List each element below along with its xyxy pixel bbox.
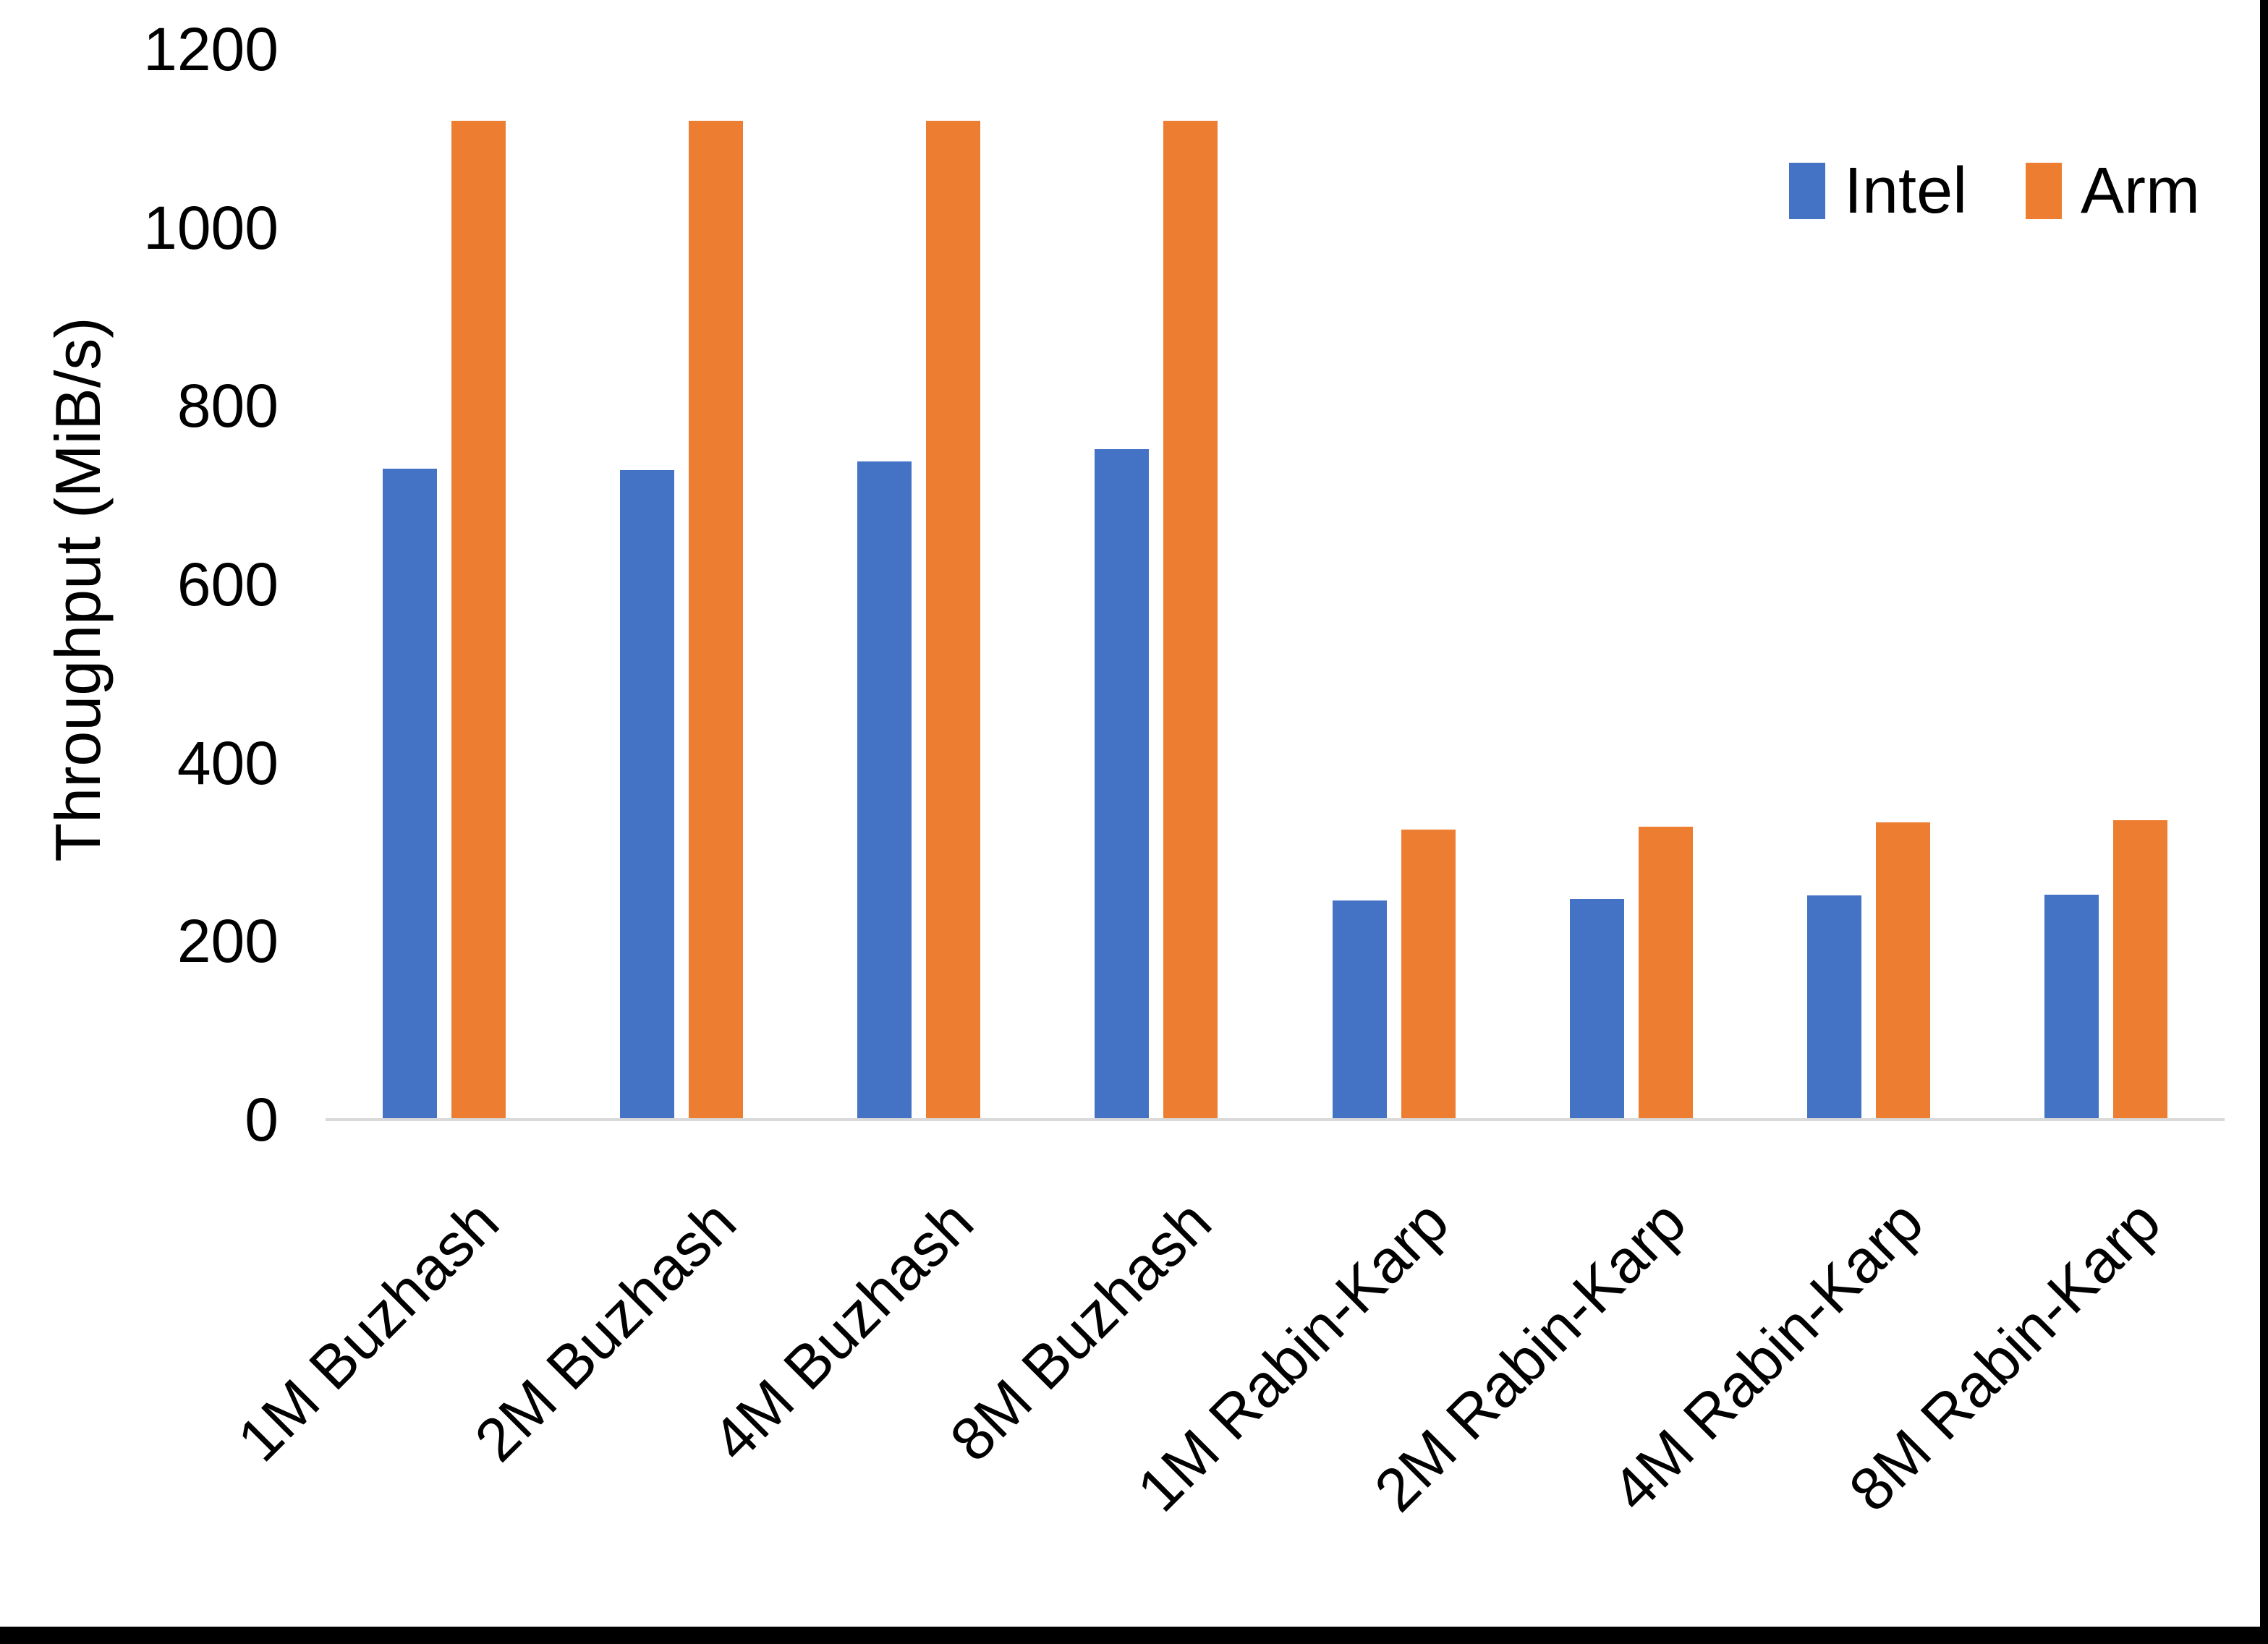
y-tick-label-200: 200 [177, 907, 279, 976]
window-border-right [2260, 0, 2268, 1644]
x-axis-line [326, 1118, 2225, 1121]
bar-intel-2m-rabin-karp [1569, 899, 1624, 1120]
bar-intel-8m-rabin-karp [2044, 895, 2099, 1120]
y-tick-label-1200: 1200 [143, 15, 279, 83]
bar-intel-8m-buzhash [1095, 448, 1150, 1120]
y-tick-label-400: 400 [177, 728, 279, 797]
legend-label-intel: Intel [1844, 155, 1968, 227]
legend-label-arm: Arm [2081, 155, 2200, 227]
legend-item-arm: Arm [2026, 158, 2200, 223]
y-tick-label-800: 800 [177, 372, 279, 440]
bar-arm-1m-rabin-karp [1401, 830, 1456, 1120]
bar-intel-4m-buzhash [857, 461, 912, 1120]
y-tick-label-0: 0 [245, 1086, 279, 1154]
window-border-bottom [0, 1627, 2268, 1644]
y-tick-label-600: 600 [177, 550, 279, 618]
legend-item-intel: Intel [1789, 158, 1967, 223]
bar-intel-4m-rabin-karp [1806, 895, 1861, 1120]
bar-arm-4m-rabin-karp [1875, 822, 1930, 1120]
bar-arm-2m-buzhash [689, 120, 744, 1120]
bar-arm-8m-buzhash [1163, 120, 1218, 1120]
legend-swatch-arm [2026, 163, 2062, 219]
legend-swatch-intel [1789, 163, 1825, 219]
bar-intel-1m-buzhash [383, 468, 438, 1120]
bar-arm-1m-buzhash [451, 120, 506, 1120]
y-tick-label-1000: 1000 [143, 193, 279, 262]
bar-intel-2m-buzhash [620, 470, 675, 1120]
bar-arm-4m-buzhash [926, 120, 981, 1120]
plot-area [326, 49, 2225, 1120]
bar-arm-2m-rabin-karp [1638, 827, 1693, 1120]
bar-intel-1m-rabin-karp [1332, 900, 1387, 1120]
bar-arm-8m-rabin-karp [2112, 819, 2167, 1120]
y-axis-title: Throughput (MiB/s) [42, 317, 114, 862]
